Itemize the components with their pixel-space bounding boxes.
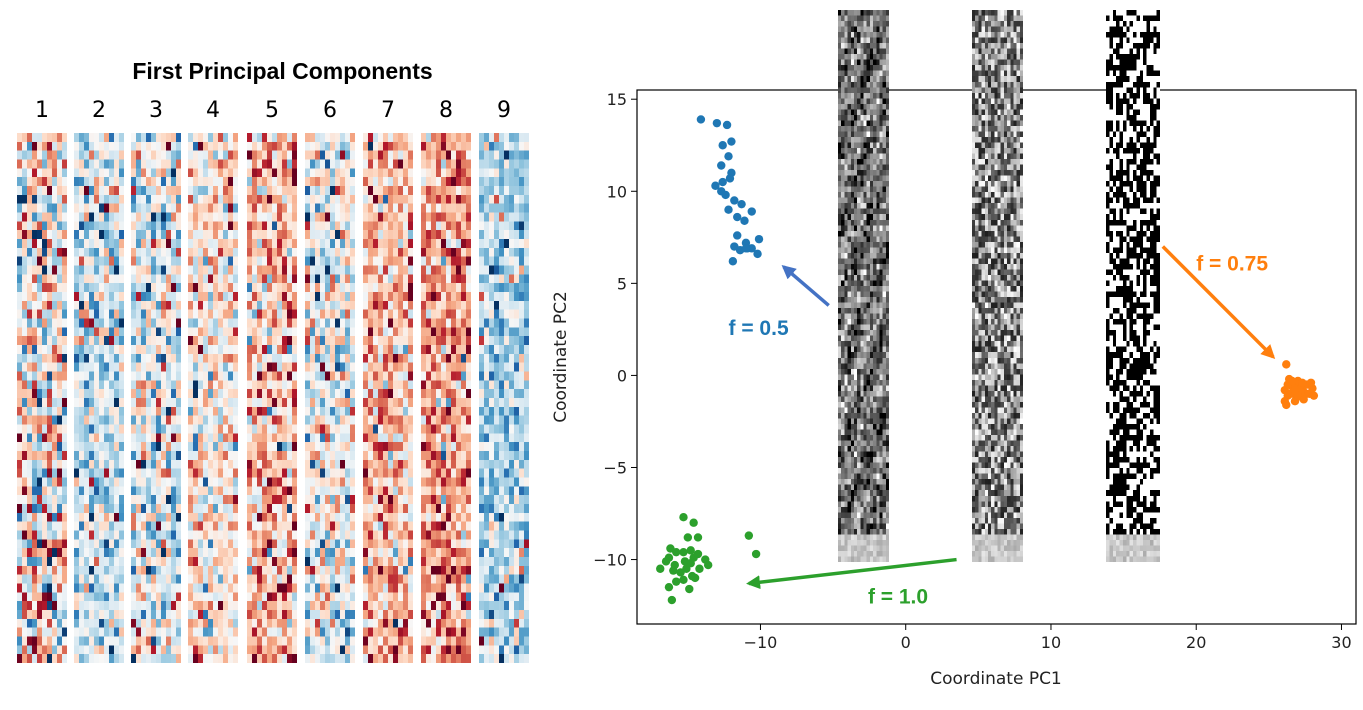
scatter-point-series-0	[712, 118, 722, 128]
scatter-point-series-0	[740, 216, 749, 225]
column-label-1: 1	[35, 98, 49, 123]
x-axis-ticks: −10 0 10 20 30	[744, 624, 1352, 652]
pc-strip-2	[74, 133, 124, 663]
pc-strip-8	[421, 133, 471, 663]
scatter-point-series-0	[696, 115, 706, 124]
y-tick-label: −5	[603, 458, 627, 477]
inset-image-binary	[1106, 10, 1160, 562]
column-label-4: 4	[206, 98, 220, 123]
arrow-f-0.5	[781, 264, 830, 307]
column-label-6: 6	[323, 98, 337, 123]
arrow-f-1.0	[746, 557, 957, 590]
y-tick-label: 15	[607, 90, 627, 109]
x-tick-label: 10	[1041, 633, 1061, 652]
scatter-point-series-2	[664, 582, 674, 592]
scatter-point-series-2	[689, 518, 698, 527]
scatter-point-series-0	[737, 199, 746, 209]
scatter-point-series-0	[724, 205, 733, 214]
x-tick-label: 0	[901, 633, 911, 652]
principal-components-heatmap: First Principal Components 1 2 3 4 5 6 7…	[0, 0, 540, 710]
scatter-point-series-1	[1309, 391, 1319, 400]
scatter-point-series-0	[754, 234, 764, 244]
scatter-point-series-0	[718, 177, 727, 187]
column-label-7: 7	[381, 98, 395, 123]
scatter-point-series-1	[1306, 378, 1316, 387]
scatter-points	[656, 115, 1319, 605]
scatter-point-series-2	[682, 564, 691, 573]
scatter-point-series-0	[724, 152, 733, 161]
column-label-9: 9	[497, 98, 511, 123]
pc-strip-4	[188, 133, 238, 663]
pc-strip-7	[363, 133, 413, 663]
scatter-point-series-0	[725, 174, 735, 183]
column-label-2: 2	[92, 98, 106, 123]
scatter-point-series-2	[687, 571, 697, 581]
scatter-point-series-2	[693, 533, 703, 542]
scatter-point-series-0	[727, 137, 736, 146]
scatter-point-series-2	[669, 566, 678, 575]
scatter-point-series-2	[744, 531, 754, 540]
scatter-point-series-2	[672, 547, 681, 557]
x-axis-label: Coordinate PC1	[930, 669, 1062, 689]
scatter-point-series-0	[730, 196, 739, 205]
scatter-point-series-0	[747, 244, 756, 253]
y-tick-label: 0	[617, 366, 627, 385]
scatter-point-series-0	[733, 212, 742, 222]
scatter-point-series-1	[1298, 378, 1307, 387]
inset-image-gray	[838, 10, 889, 562]
pc-strip-9	[479, 133, 529, 663]
scatter-point-series-0	[718, 141, 727, 150]
scatter-point-series-2	[672, 577, 681, 586]
scatter-point-series-0	[711, 181, 720, 190]
scatter-point-series-0	[753, 249, 762, 259]
scatter-point-series-2	[667, 595, 677, 605]
scatter-point-series-2	[661, 557, 671, 566]
column-label-3: 3	[149, 98, 163, 123]
scatter-point-series-0	[717, 161, 726, 170]
scatter-point-series-0	[747, 207, 756, 216]
scatter-point-series-2	[683, 533, 693, 542]
scatter-point-series-2	[686, 546, 695, 555]
scatter-point-series-1	[1287, 376, 1297, 386]
scatter-point-series-1	[1282, 360, 1291, 369]
scatter-point-series-1	[1282, 400, 1291, 410]
scatter-point-series-2	[685, 584, 694, 594]
pc-strip-3	[131, 133, 181, 663]
scatter-point-series-2	[703, 560, 713, 570]
y-axis-ticks: −10 −5 0 5 10 15	[593, 90, 637, 570]
x-tick-label: 20	[1186, 633, 1206, 652]
pc-strip-5	[247, 133, 297, 663]
annotation-f-0.5: f = 0.5	[729, 317, 789, 340]
heatmap-title: First Principal Components	[132, 58, 433, 84]
scatter-point-series-0	[728, 257, 738, 266]
pc-strip-6	[305, 133, 355, 663]
scatter-point-series-2	[693, 549, 703, 559]
scatter-point-series-2	[695, 564, 704, 573]
scatter-point-series-2	[679, 575, 688, 585]
y-tick-label: 5	[617, 274, 627, 293]
scatter-point-series-1	[1290, 385, 1300, 395]
scatter-point-series-2	[679, 547, 688, 557]
annotation-f-0.75: f = 0.75	[1196, 252, 1268, 275]
scatter-point-series-0	[722, 120, 732, 130]
x-tick-label: −10	[744, 633, 778, 652]
scatter-point-series-2	[656, 564, 665, 573]
inset-image-noisy	[972, 10, 1023, 562]
scatter-point-series-2	[751, 549, 761, 559]
y-tick-label: 10	[607, 182, 627, 201]
x-tick-label: 30	[1331, 633, 1351, 652]
scatter-point-series-2	[679, 513, 688, 522]
pc-strip-1	[17, 133, 67, 663]
y-axis-label: Coordinate PC2	[551, 291, 571, 423]
scatter-point-series-0	[721, 190, 730, 200]
annotation-f-1.0: f = 1.0	[868, 586, 928, 609]
column-label-5: 5	[265, 98, 279, 123]
arrow-f-0.75	[1161, 245, 1276, 359]
scatter-point-series-0	[741, 244, 751, 253]
scatter-point-series-0	[733, 231, 742, 240]
y-tick-label: −10	[593, 551, 627, 570]
column-label-8: 8	[439, 98, 453, 123]
